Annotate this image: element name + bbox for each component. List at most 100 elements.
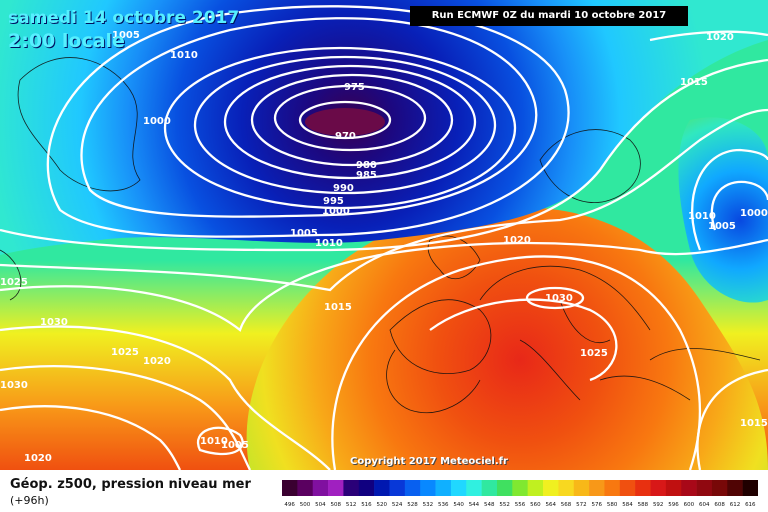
isobar-label: 1020	[24, 453, 52, 464]
run-info: Run ECMWF 0Z du mardi 10 octobre 2017	[410, 6, 688, 26]
isobar-label: 975	[344, 82, 365, 93]
color-scale-label: 596	[668, 502, 679, 508]
isobar-label: 1005	[112, 30, 140, 41]
forecast-local-time: 2:00 locale	[8, 30, 125, 52]
isobar-label: 1005	[221, 440, 249, 451]
color-scale-swatch	[711, 480, 728, 496]
color-scale-swatch	[650, 480, 667, 496]
isobar-label: 1025	[0, 277, 28, 288]
color-scale-swatch	[420, 480, 436, 496]
forecast-date: samedi 14 octobre 2017	[8, 8, 240, 28]
isobar-label: 1025	[580, 348, 608, 359]
isobar-label: 985	[356, 170, 377, 181]
isobar-label: 970	[335, 131, 356, 142]
color-scale-swatch	[312, 480, 329, 496]
color-scale-label: 524	[392, 502, 403, 508]
forecast-offset: (+96h)	[10, 494, 49, 507]
color-scale-swatch	[573, 480, 590, 496]
color-scale-label: 516	[361, 502, 372, 508]
color-scale-swatch	[282, 480, 298, 496]
isobar-label: 1010	[315, 238, 343, 249]
map-title: Géop. z500, pression niveau mer	[10, 477, 251, 492]
color-scale-label: 552	[499, 502, 510, 508]
color-scale-label: 604	[699, 502, 710, 508]
isobar-label: 1000	[143, 116, 171, 127]
isobar-label: 1020	[706, 32, 734, 43]
color-scale-label: 528	[407, 502, 418, 508]
color-scale-label: 616	[745, 502, 756, 508]
color-scale-swatch	[543, 480, 559, 496]
color-scale-swatch	[435, 480, 452, 496]
color-scale-swatch	[665, 480, 682, 496]
color-scale-label: 612	[730, 502, 741, 508]
color-scale-label: 584	[622, 502, 633, 508]
color-scale-label: 512	[346, 502, 357, 508]
isobar-label: 1020	[503, 235, 531, 246]
isobar-label: 1030	[545, 293, 573, 304]
color-scale-label: 560	[530, 502, 541, 508]
color-scale-swatch	[328, 480, 344, 496]
isobar-label: 1015	[324, 302, 352, 313]
color-scale-label: 600	[684, 502, 695, 508]
color-scale-swatch	[404, 480, 421, 496]
isobar-label: 1010	[200, 436, 228, 447]
color-scale-label: 592	[653, 502, 664, 508]
color-scale-label: 564	[545, 502, 556, 508]
color-scale-label: 496	[284, 502, 295, 508]
color-scale-swatch	[481, 480, 498, 496]
color-scale-label: 500	[300, 502, 311, 508]
color-scale-swatch	[527, 480, 544, 496]
copyright: Copyright 2017 Meteociel.fr	[350, 456, 508, 467]
isobar-label: 1030	[40, 317, 68, 328]
color-scale-label: 536	[438, 502, 449, 508]
color-scale-label: 520	[377, 502, 388, 508]
color-scale-label: 580	[607, 502, 618, 508]
color-scale-label: 568	[561, 502, 572, 508]
color-scale-label: 548	[484, 502, 495, 508]
color-scale-swatch	[696, 480, 713, 496]
color-scale-label: 608	[714, 502, 725, 508]
isobar-label: 1010	[170, 50, 198, 61]
color-scale-label: 532	[423, 502, 434, 508]
color-scale-label: 540	[453, 502, 464, 508]
color-scale-swatch	[496, 480, 513, 496]
isobar-label: 1000	[322, 206, 350, 217]
color-scale-swatch	[558, 480, 575, 496]
color-scale: 496 500 504 508 512 516 520 524 528 532 536 540 544 5…	[282, 480, 758, 508]
color-scale-swatch	[512, 480, 528, 496]
color-scale-swatch	[589, 480, 605, 496]
isobar-label: 1005	[708, 221, 736, 232]
color-scale-swatch	[374, 480, 390, 496]
weather-map: 1005 1010 1000 975 970 980 985 990 995 1…	[0, 0, 768, 470]
color-scale-label: 544	[469, 502, 480, 508]
isobar-label: 1025	[111, 347, 139, 358]
isobar-label: 1010	[688, 211, 716, 222]
color-scale-swatch	[681, 480, 697, 496]
color-scale-swatch	[619, 480, 636, 496]
color-scale-swatch	[742, 480, 758, 496]
color-scale-label: 588	[638, 502, 649, 508]
color-scale-label: 504	[315, 502, 326, 508]
isobar-label: 1005	[290, 228, 318, 239]
color-scale-swatch	[297, 480, 313, 496]
color-scale-swatch	[450, 480, 467, 496]
isobar-label: 1020	[143, 356, 171, 367]
isobars	[0, 5, 768, 470]
isobar-label: 1015	[680, 77, 708, 88]
isobar-label: 980	[356, 160, 377, 171]
color-scale-swatch	[635, 480, 651, 496]
isobar-label: 1015	[740, 418, 768, 429]
color-scale-swatch	[343, 480, 360, 496]
isobar-label: 1030	[0, 380, 28, 391]
color-scale-swatch	[358, 480, 375, 496]
color-scale-label: 556	[515, 502, 526, 508]
color-scale-swatch	[604, 480, 621, 496]
color-scale-swatch	[466, 480, 482, 496]
color-scale-label: 576	[592, 502, 603, 508]
isobar-label: 1000	[740, 208, 768, 219]
isobar-label: 995	[323, 196, 344, 207]
color-scale-swatch	[389, 480, 406, 496]
isobar-labels: 1005 1010 1000 975 970 980 985 990 995 1…	[0, 30, 768, 464]
color-scale-label: 572	[576, 502, 587, 508]
